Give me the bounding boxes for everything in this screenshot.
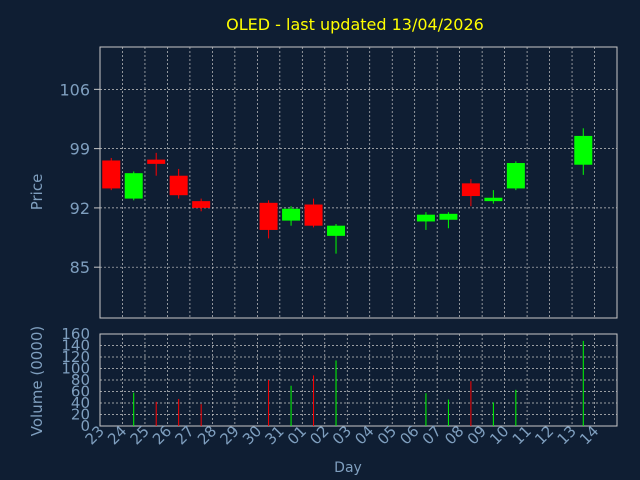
volume-tick-label: 0 (80, 417, 90, 435)
candle-body (259, 202, 278, 230)
candle-body (192, 201, 211, 208)
volume-tick-label: 160 (61, 325, 90, 343)
volume-tick-label: 120 (61, 348, 90, 366)
candle-body (461, 183, 480, 197)
price-axis-label: Price (28, 174, 46, 211)
candle-body (506, 163, 525, 189)
candle-body (147, 159, 166, 164)
volume-axis-label: Volume (0000) (28, 326, 46, 436)
candle-body (124, 173, 143, 199)
price-tick-label: 92 (70, 199, 90, 218)
volume-tick-label: 20 (71, 406, 90, 424)
price-plot-frame (99, 46, 618, 319)
x-axis-label: Day (334, 460, 362, 476)
volume-tick-label: 140 (61, 337, 90, 355)
volume-tick-label: 60 (71, 383, 90, 401)
candle-body (416, 214, 435, 222)
volume-panel: 0204060801001201401602324252627282930310… (61, 325, 618, 448)
candle-body (327, 225, 346, 236)
chart-title: OLED - last updated 13/04/2026 (226, 15, 484, 34)
candle-body (484, 197, 503, 202)
candle-body (304, 204, 323, 226)
price-tick-label: 85 (70, 258, 90, 277)
candle-body (169, 175, 188, 196)
volume-tick-label: 100 (61, 360, 90, 378)
candle-body (282, 208, 301, 221)
candle-body (102, 160, 121, 189)
volume-tick-label: 40 (71, 394, 90, 412)
volume-tick-label: 80 (71, 371, 90, 389)
candle-body (439, 213, 458, 220)
price-tick-label: 99 (70, 140, 90, 159)
candle-body (574, 135, 593, 165)
price-tick-label: 106 (59, 80, 90, 99)
price-panel: 85 92 99 106 (59, 46, 618, 319)
